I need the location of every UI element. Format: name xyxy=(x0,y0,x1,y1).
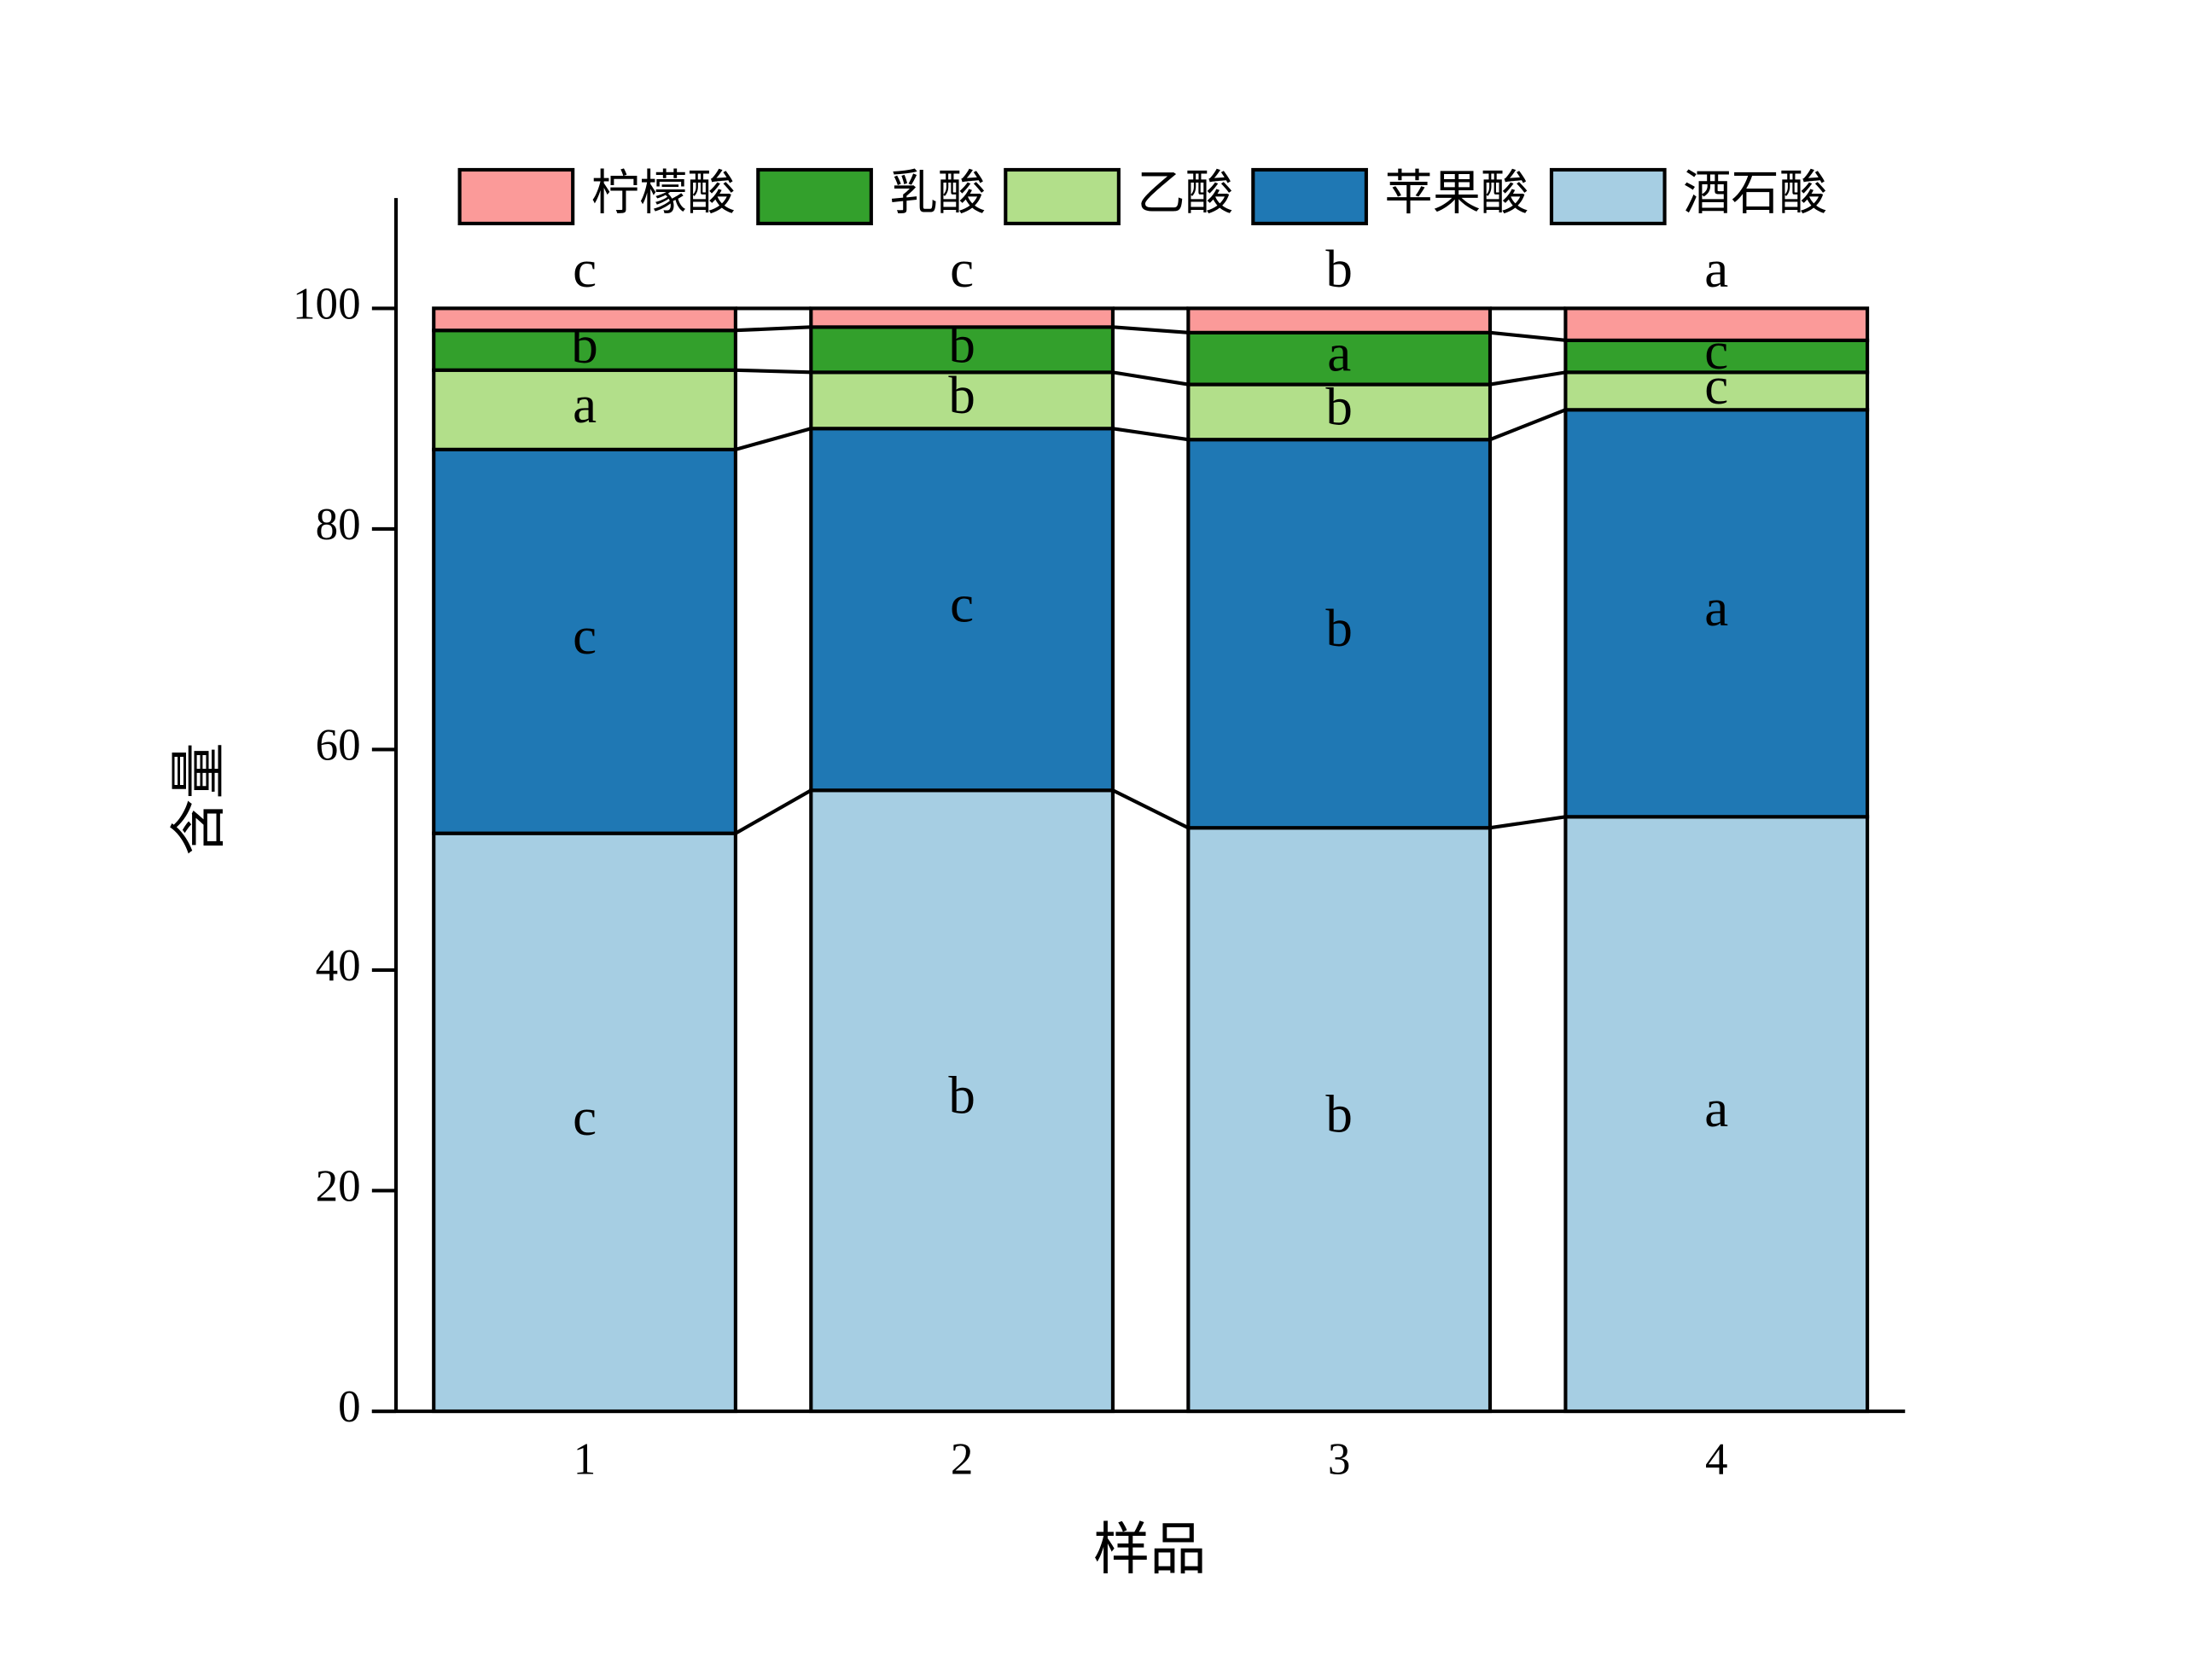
legend-label: 柠檬酸 xyxy=(591,167,736,220)
connector xyxy=(1112,325,1189,334)
y-tick-label: 40 xyxy=(316,941,361,991)
connector xyxy=(1489,815,1566,830)
y-tick-label: 60 xyxy=(316,721,361,770)
y-tick-label: 20 xyxy=(316,1162,361,1212)
significance-label: a xyxy=(1704,1078,1728,1138)
x-tick-label: 4 xyxy=(1705,1435,1728,1485)
connector xyxy=(1489,408,1567,442)
significance-label: b xyxy=(948,1066,975,1125)
bar-segment xyxy=(432,447,737,835)
y-tick-label: 80 xyxy=(316,500,361,549)
legend-swatch xyxy=(1549,167,1667,226)
connector xyxy=(1489,330,1566,342)
legend-swatch xyxy=(1004,167,1121,226)
connector xyxy=(735,325,812,333)
connector xyxy=(1112,427,1189,442)
connector xyxy=(734,788,812,835)
significance-label: b xyxy=(948,365,975,425)
significance-label: b xyxy=(1325,239,1352,299)
significance-label: b xyxy=(1325,376,1352,436)
legend-swatch xyxy=(457,167,575,226)
connector xyxy=(1112,370,1189,387)
x-tick-label: 2 xyxy=(951,1435,974,1485)
connector xyxy=(1489,370,1566,387)
bar-segment xyxy=(1186,306,1493,334)
legend-swatch xyxy=(1251,167,1368,226)
bar-segment xyxy=(809,325,1115,375)
legend-label: 苹果酸 xyxy=(1384,167,1528,220)
significance-label: c xyxy=(573,239,597,299)
bar-segment xyxy=(1563,408,1870,819)
significance-label: a xyxy=(1704,239,1728,299)
significance-label: b xyxy=(1325,598,1352,658)
legend-label: 乳酸 xyxy=(889,167,986,220)
connector xyxy=(1112,788,1190,830)
bar-segment xyxy=(1563,815,1870,1414)
bar-segment xyxy=(1186,826,1493,1414)
legend-swatch xyxy=(756,167,873,226)
significance-label: c xyxy=(573,606,597,666)
connector xyxy=(735,368,812,375)
bar-segment xyxy=(432,306,737,333)
significance-label: a xyxy=(573,375,597,434)
x-tick-label: 3 xyxy=(1328,1435,1351,1485)
significance-label: c xyxy=(950,574,974,634)
bar-segment xyxy=(1186,438,1493,830)
significance-label: c xyxy=(573,1087,597,1147)
legend-label: 酒石酸 xyxy=(1683,167,1827,220)
bar-segment xyxy=(1186,330,1493,387)
significance-label: a xyxy=(1704,578,1728,637)
significance-label: c xyxy=(950,239,974,299)
y-axis-label: 含量 xyxy=(168,742,230,856)
y-tick-label: 0 xyxy=(338,1382,361,1432)
y-tick-label: 100 xyxy=(293,280,361,329)
x-tick-label: 1 xyxy=(573,1435,597,1485)
bar-segment xyxy=(432,368,737,451)
legend-label: 乙酸 xyxy=(1137,167,1233,220)
connector xyxy=(735,427,812,451)
bar-segment xyxy=(809,306,1115,329)
bar-segment xyxy=(1563,306,1870,342)
significance-label: b xyxy=(1325,1084,1352,1144)
bar-segment xyxy=(809,788,1115,1414)
x-axis-label: 样品 xyxy=(1093,1519,1207,1581)
bar-segment xyxy=(432,831,737,1414)
